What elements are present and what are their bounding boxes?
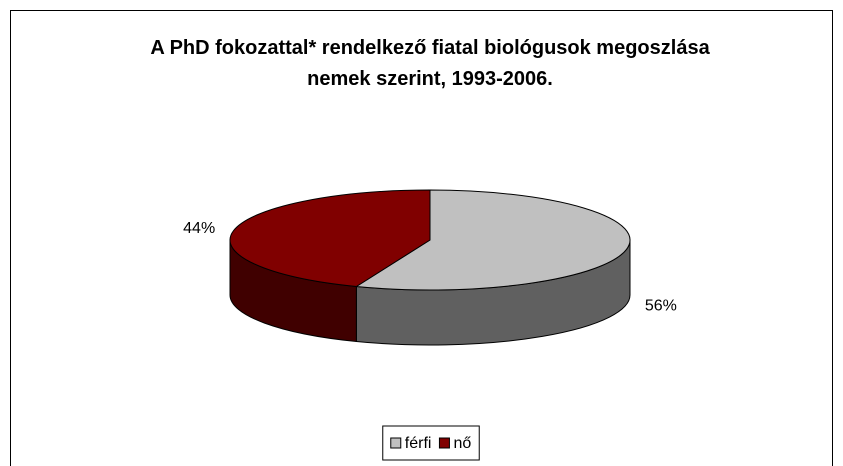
legend-swatch: [390, 437, 402, 449]
legend-swatch: [438, 437, 450, 449]
legend-label: férfi: [405, 435, 432, 452]
pie-slice: [354, 189, 631, 291]
pie-slice: [229, 189, 431, 288]
data-label: 44%: [183, 220, 215, 237]
data-label: 56%: [645, 297, 677, 314]
legend: férfi nő: [382, 425, 480, 461]
chart-title: A PhD fokozattal* rendelkező fiatal biol…: [150, 37, 710, 90]
legend-label: nő: [453, 435, 471, 452]
